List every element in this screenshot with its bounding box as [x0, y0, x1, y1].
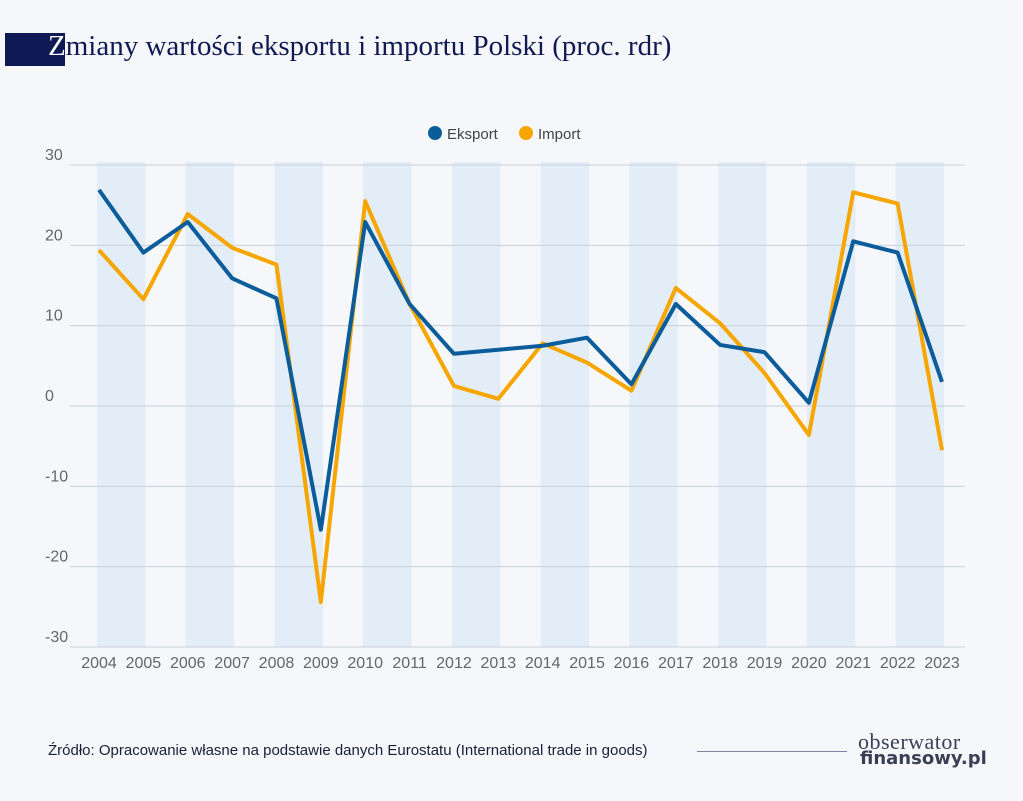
x-tick-label: 2015 [569, 655, 605, 672]
y-tick-label: 30 [45, 147, 63, 164]
x-tick-label: 2014 [525, 655, 561, 672]
series-line-eksport [97, 188, 944, 532]
y-tick-label: -30 [45, 629, 68, 646]
x-tick-label: 2019 [747, 655, 783, 672]
x-tick-label: 2022 [880, 655, 916, 672]
x-tick-label: 2017 [658, 655, 694, 672]
x-tick-label: 2016 [614, 655, 650, 672]
background-band [97, 162, 146, 647]
x-tick-label: 2021 [835, 655, 871, 672]
title-first-letter: Z [48, 30, 66, 62]
divider-line [697, 751, 847, 752]
legend-label-eksport: Eksport [447, 126, 499, 143]
x-tick-label: 2007 [214, 655, 250, 672]
x-tick-label: 2011 [392, 655, 427, 672]
series-line-import [97, 190, 944, 605]
y-tick-label: 0 [45, 388, 54, 405]
x-tick-label: 2006 [170, 655, 206, 672]
y-tick-label: -20 [45, 549, 68, 566]
y-tick-label: 10 [45, 308, 63, 325]
legend-label-import: Import [538, 126, 581, 143]
x-tick-label: 2013 [481, 655, 517, 672]
background-band [540, 162, 590, 647]
x-tick-label: 2010 [347, 655, 383, 672]
title-rest: miany wartości eksportu i importu Polski… [65, 30, 672, 62]
chart-title: Zmiany wartości eksportu i importu Polsk… [48, 30, 671, 63]
x-tick-label: 2023 [924, 655, 960, 672]
legend-marker-eksport [428, 126, 442, 140]
background-band [629, 162, 678, 647]
x-tick-label: 2012 [436, 655, 472, 672]
background-band [451, 162, 501, 647]
x-tick-label: 2004 [81, 655, 117, 672]
y-tick-label: -10 [45, 468, 68, 485]
logo: obserwator finansowy.pl [858, 729, 987, 769]
x-tick-label: 2009 [303, 655, 339, 672]
legend-marker-import [519, 126, 533, 140]
background-band [185, 162, 235, 647]
x-tick-label: 2005 [126, 655, 162, 672]
x-tick-label: 2008 [259, 655, 295, 672]
x-tick-label: 2020 [791, 655, 827, 672]
background-band [718, 162, 767, 647]
x-tick-label: 2018 [702, 655, 738, 672]
title-accent-block [5, 33, 65, 66]
source-note: Źródło: Opracowanie własne na podstawie … [48, 742, 648, 759]
y-tick-label: 20 [45, 227, 63, 244]
